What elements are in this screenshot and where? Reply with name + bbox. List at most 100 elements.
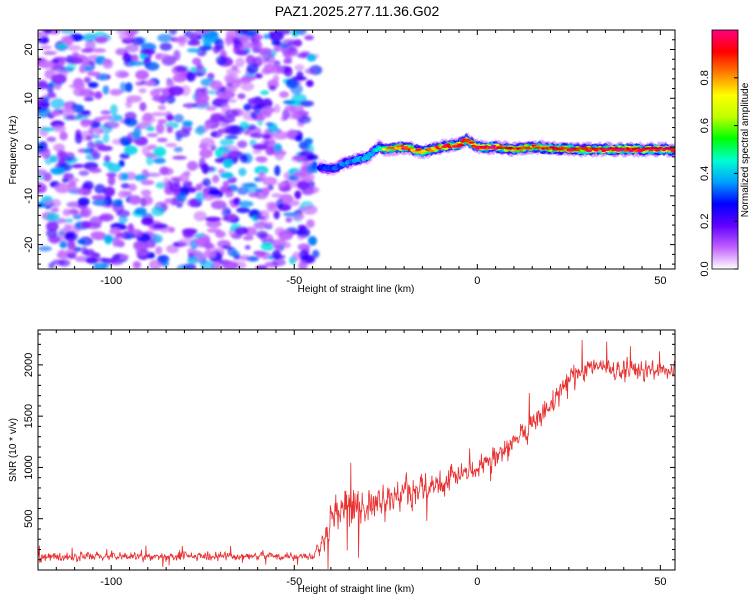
noise-blob xyxy=(263,33,270,40)
noise-blob xyxy=(146,133,159,138)
x-tick-label: 50 xyxy=(654,576,666,588)
y-tick-label: 1000 xyxy=(23,455,35,479)
noise-blob xyxy=(193,211,207,222)
noise-blob xyxy=(272,74,280,83)
noise-blob xyxy=(306,219,315,229)
noise-blob xyxy=(291,76,307,81)
noise-blob xyxy=(67,177,80,183)
noise-blob xyxy=(145,61,160,71)
signal-cell xyxy=(670,149,675,153)
noise-blob xyxy=(116,209,131,218)
noise-blob xyxy=(268,85,277,91)
noise-blob xyxy=(203,241,213,250)
noise-blob xyxy=(164,198,173,204)
noise-blob xyxy=(222,260,239,269)
noise-blob xyxy=(200,137,215,148)
noise-blob xyxy=(85,257,99,264)
noise-blob xyxy=(135,69,150,80)
noise-blob xyxy=(38,169,47,175)
noise-blob xyxy=(123,117,131,125)
noise-blob xyxy=(108,114,123,122)
noise-blob xyxy=(253,215,266,220)
noise-blob xyxy=(274,103,281,114)
noise-blob xyxy=(176,192,187,203)
noise-blob xyxy=(243,103,252,111)
noise-blob xyxy=(198,45,213,51)
noise-blob xyxy=(273,143,283,153)
noise-blob xyxy=(118,160,125,168)
noise-blob xyxy=(156,254,170,264)
noise-blob xyxy=(234,226,249,235)
noise-blob xyxy=(44,30,52,35)
noise-blob xyxy=(131,130,142,140)
noise-blob xyxy=(79,209,90,217)
noise-blob xyxy=(267,124,279,134)
noise-blob xyxy=(283,100,295,105)
snr-x-axis-label: Height of straight line (km) xyxy=(298,584,415,595)
spectrogram-frame xyxy=(37,29,676,270)
noise-blob xyxy=(46,221,59,232)
noise-blob xyxy=(123,52,130,59)
noise-blob xyxy=(88,127,95,134)
noise-blob xyxy=(255,265,268,269)
noise-blob xyxy=(304,68,316,75)
colorbar-tick-labels: 0.0 0.2 0.4 0.6 0.8 xyxy=(699,70,738,277)
noise-blob xyxy=(72,213,83,220)
noise-blob xyxy=(239,154,249,163)
noise-blob xyxy=(46,136,57,142)
noise-blob xyxy=(94,143,105,149)
noise-blob xyxy=(301,161,313,167)
noise-blob xyxy=(125,99,133,109)
noise-blob xyxy=(67,241,76,249)
noise-blob xyxy=(296,180,310,190)
spectrogram-ticks xyxy=(37,29,675,269)
signal-cell xyxy=(429,149,434,153)
noise-blob xyxy=(285,216,293,223)
noise-blob xyxy=(67,45,82,51)
noise-blob xyxy=(59,131,68,141)
signal-cell xyxy=(446,143,450,146)
noise-blob xyxy=(119,153,130,159)
noise-blob xyxy=(78,66,85,74)
noise-blob xyxy=(107,163,122,173)
noise-blob xyxy=(120,172,130,181)
noise-blob xyxy=(132,261,142,269)
noise-blob xyxy=(110,260,123,266)
noise-blob xyxy=(109,88,123,96)
noise-blob xyxy=(275,198,284,209)
noise-blob xyxy=(215,230,226,238)
noise-blob xyxy=(155,246,163,255)
noise-blob xyxy=(88,148,98,155)
noise-blob xyxy=(195,183,203,191)
snr-y-tick-labels: 500 1000 1500 2000 xyxy=(23,353,35,528)
noise-blob xyxy=(175,134,182,141)
noise-blob xyxy=(52,125,66,133)
noise-blob xyxy=(117,190,128,198)
noise-blob xyxy=(89,167,102,174)
y-tick-label: 10 xyxy=(23,92,35,104)
noise-blob xyxy=(149,259,162,269)
noise-blob xyxy=(94,36,108,44)
noise-blob xyxy=(298,141,309,150)
noise-blob xyxy=(256,156,268,163)
noise-blob xyxy=(168,30,178,36)
signal-cell xyxy=(457,143,464,146)
noise-blob xyxy=(53,143,65,152)
noise-blob xyxy=(187,247,196,255)
signal-cell xyxy=(421,149,428,153)
noise-blob xyxy=(165,143,178,148)
noise-blob xyxy=(102,133,110,144)
noise-blob xyxy=(179,172,190,183)
noise-blob xyxy=(90,231,105,239)
noise-blob xyxy=(278,230,293,241)
noise-blob xyxy=(51,73,67,85)
x-tick-label: 0 xyxy=(474,576,480,588)
noise-blob xyxy=(225,38,232,47)
noise-blob xyxy=(50,98,65,110)
figure-title: PAZ1.2025.277.11.36.G02 xyxy=(275,3,440,19)
noise-blob xyxy=(102,58,114,69)
noise-blob xyxy=(134,174,147,182)
noise-blob xyxy=(200,260,215,269)
noise-blob xyxy=(294,190,302,200)
